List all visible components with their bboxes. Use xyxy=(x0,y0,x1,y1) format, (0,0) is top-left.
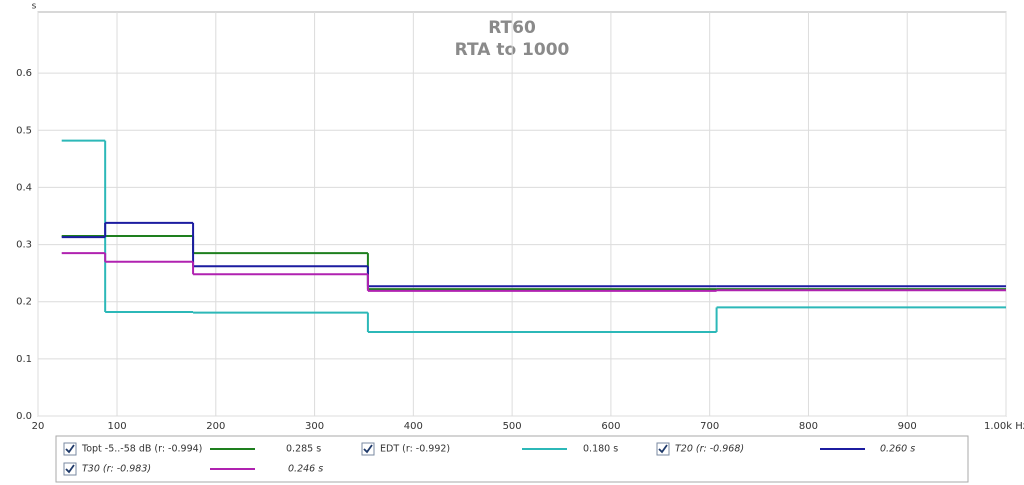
legend-checkbox[interactable] xyxy=(63,462,77,476)
legend-label: T30 (r: -0.983) xyxy=(82,464,151,475)
legend-label: Topt -5..-58 dB (r: -0.994) xyxy=(81,444,202,455)
x-tick-label: 300 xyxy=(305,421,324,432)
y-tick-label: 0.0 xyxy=(16,411,32,422)
x-tick-label: 200 xyxy=(206,421,225,432)
y-tick-label: 0.2 xyxy=(16,297,32,308)
plot-area xyxy=(37,11,1007,417)
x-tick-label: 100 xyxy=(107,421,126,432)
x-tick-label: 20 xyxy=(32,421,45,432)
x-tick-label: 900 xyxy=(898,421,917,432)
legend-label: EDT (r: -0.992) xyxy=(380,444,450,455)
legend-check[interactable] xyxy=(363,444,373,454)
legend xyxy=(55,435,969,483)
legend-value: 0.180 s xyxy=(583,444,618,455)
y-tick-label: 0.4 xyxy=(16,182,32,193)
legend-check[interactable] xyxy=(65,444,75,454)
legend-checkbox[interactable] xyxy=(361,442,375,456)
y-tick-label: 0.1 xyxy=(16,354,32,365)
legend-value: 0.285 s xyxy=(286,444,321,455)
legend-checkbox[interactable] xyxy=(656,442,670,456)
x-tick-label: 400 xyxy=(404,421,423,432)
legend-value: 0.260 s xyxy=(880,444,915,455)
y-tick-label: 0.5 xyxy=(16,125,32,136)
legend-label: T20 (r: -0.968) xyxy=(675,444,744,455)
y-unit: s xyxy=(32,2,37,12)
y-tick-label: 0.3 xyxy=(16,240,32,251)
legend-value: 0.246 s xyxy=(288,464,323,475)
y-tick-label: 0.6 xyxy=(16,68,32,79)
x-tick-label: 800 xyxy=(799,421,818,432)
x-tick-label: 700 xyxy=(700,421,719,432)
x-tick-label: 500 xyxy=(503,421,522,432)
x-tick-label: 600 xyxy=(601,421,620,432)
x-tick-label: 1.00k Hz xyxy=(984,421,1024,432)
legend-check[interactable] xyxy=(65,464,75,474)
legend-checkbox[interactable] xyxy=(63,442,77,456)
legend-check[interactable] xyxy=(658,444,668,454)
